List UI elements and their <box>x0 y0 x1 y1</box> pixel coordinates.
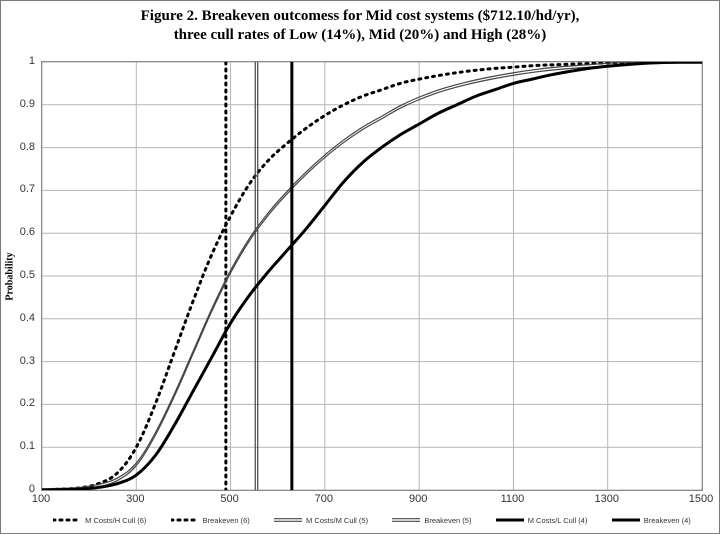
plot-svg <box>42 62 702 490</box>
legend-item: M Costs/L Cull (4) <box>496 515 588 525</box>
y-tick-label: 0.5 <box>5 269 35 281</box>
legend-item: M Costs/H Cull (6) <box>53 515 146 525</box>
y-tick-label: 0 <box>5 483 35 495</box>
plot-area <box>41 61 703 491</box>
legend-item: Breakeven (4) <box>612 515 691 525</box>
legend-label: Breakeven (4) <box>644 516 691 525</box>
legend-swatch <box>612 515 640 525</box>
legend-label: M Costs/H Cull (6) <box>85 516 146 525</box>
legend-item: Breakeven (6) <box>171 515 250 525</box>
legend-label: M Costs/M Cull (5) <box>306 516 368 525</box>
legend: M Costs/H Cull (6) Breakeven (6) M Costs/M… <box>41 511 703 529</box>
x-tick-label: 300 <box>126 493 144 505</box>
legend-label: M Costs/L Cull (4) <box>528 516 588 525</box>
x-tick-label: 1100 <box>501 493 525 505</box>
legend-item: M Costs/M Cull (5) <box>274 515 368 525</box>
legend-swatch <box>53 515 81 525</box>
y-tick-label: 0.1 <box>5 440 35 452</box>
y-tick-label: 0.9 <box>5 98 35 110</box>
legend-swatch <box>274 515 302 525</box>
y-tick-label: 1 <box>5 55 35 67</box>
y-tick-label: 0.8 <box>5 141 35 153</box>
legend-swatch <box>171 515 199 525</box>
x-tick-label: 1300 <box>594 493 618 505</box>
x-tick-label: 700 <box>315 493 333 505</box>
legend-swatch <box>496 515 524 525</box>
legend-swatch <box>392 515 420 525</box>
legend-label: Breakeven (6) <box>203 516 250 525</box>
y-tick-label: 0.6 <box>5 226 35 238</box>
legend-label: Breakeven (5) <box>424 516 471 525</box>
x-tick-label: 1500 <box>689 493 713 505</box>
x-tick-label: 900 <box>409 493 427 505</box>
x-tick-label: 500 <box>220 493 238 505</box>
y-tick-label: 0.2 <box>5 397 35 409</box>
chart-container: Figure 2. Breakeven outcomess for Mid co… <box>0 0 720 534</box>
chart-title: Figure 2. Breakeven outcomess for Mid co… <box>1 7 719 45</box>
legend-item: Breakeven (5) <box>392 515 471 525</box>
y-tick-label: 0.4 <box>5 312 35 324</box>
y-tick-label: 0.3 <box>5 355 35 367</box>
title-line-1: Figure 2. Breakeven outcomess for Mid co… <box>141 8 580 24</box>
title-line-2: three cull rates of Low (14%), Mid (20%)… <box>174 27 547 43</box>
y-tick-label: 0.7 <box>5 183 35 195</box>
